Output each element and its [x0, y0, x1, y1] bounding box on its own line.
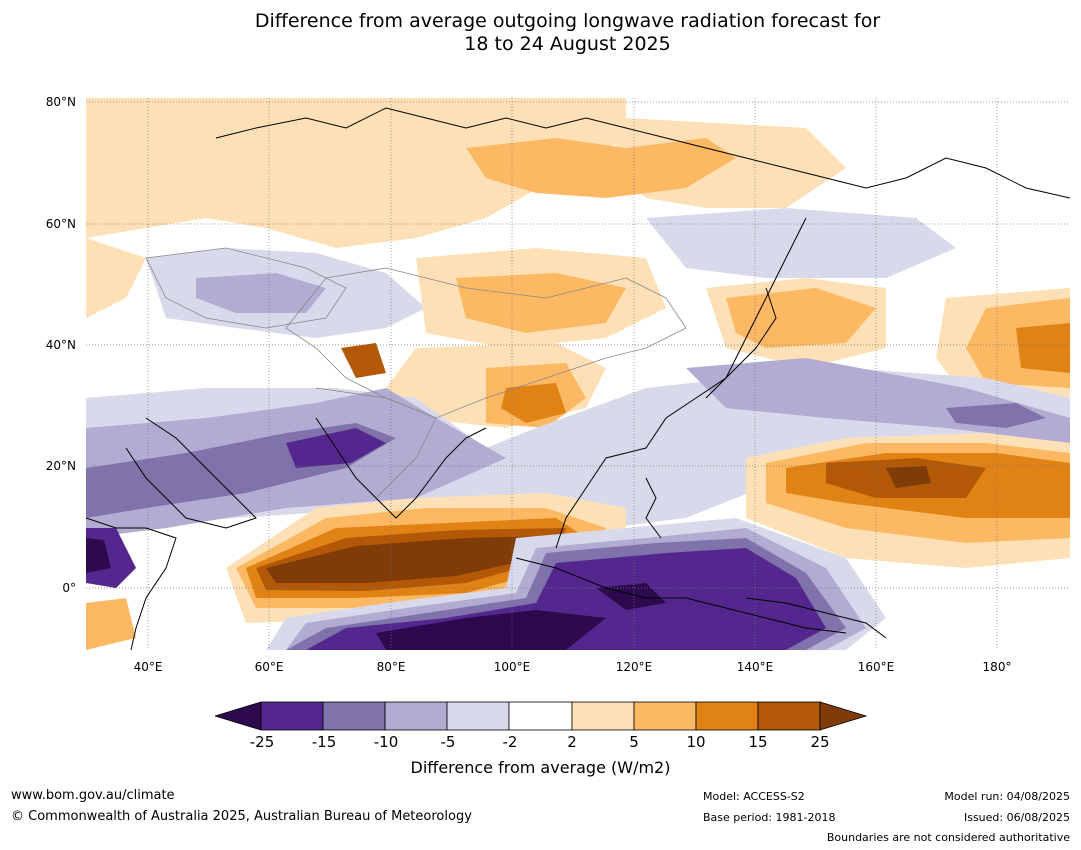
- shading-east-africa-darkest-purple: [86, 538, 111, 573]
- shading-siberia-orange: [466, 138, 736, 198]
- colorbar-segment-6: [571, 701, 635, 731]
- colorbar-tick: 2: [567, 733, 577, 751]
- colorbar-tick: -2: [502, 733, 518, 751]
- colorbar-extend-high: [819, 701, 867, 731]
- footer-disclaimer: Boundaries are not considered authoritat…: [826, 831, 1070, 844]
- border-kazakhstan: [145, 247, 347, 329]
- country-borders: [145, 247, 687, 499]
- shading-tibet-brown: [341, 343, 386, 378]
- lat-label-40n: 40°N: [45, 338, 76, 352]
- colorbar-extend-low: [215, 701, 262, 731]
- title-line-1: Difference from average outgoing longwav…: [254, 10, 881, 32]
- coastline-east-asia: [555, 217, 807, 549]
- lat-label-0: 0°: [62, 581, 76, 595]
- coastline-japan: [705, 287, 777, 399]
- colorbar-segment-3: [384, 701, 448, 731]
- lon-label-180: 180°: [982, 660, 1012, 674]
- footer-model-run: Model run: 04/08/2025: [944, 790, 1070, 803]
- coastlines: [86, 107, 1070, 650]
- footer-website: www.bom.gov.au/climate: [11, 788, 175, 803]
- colorbar-tick: 10: [686, 733, 706, 751]
- colorbar-tick: -10: [373, 733, 399, 751]
- shading-pacific-mid-purple: [946, 403, 1046, 428]
- colorbar-segment-4: [446, 701, 510, 731]
- coastline-africa: [86, 517, 177, 650]
- footer-base-period: Base period: 1981-2018: [703, 811, 836, 824]
- shading-north-light-orange: [86, 98, 626, 248]
- olr-anomaly-map: [86, 98, 1070, 650]
- map-title: Difference from average outgoing longwav…: [0, 10, 1081, 56]
- colorbar-tick: 25: [810, 733, 830, 751]
- shading-indian-ocean-deepest-brown: [266, 536, 556, 583]
- colorbar-tick: -5: [440, 733, 456, 751]
- shading-indonesia-darkest-purple: [376, 610, 606, 650]
- coastline-indonesia: [515, 557, 847, 634]
- graticule: [86, 98, 1070, 650]
- shading-africa-orange: [86, 598, 136, 650]
- shading-china-dark-orange: [501, 383, 566, 423]
- colorbar-segment-2: [322, 701, 386, 731]
- shading-fareast-lavender: [646, 208, 956, 278]
- shading-mongolia-orange: [456, 273, 626, 333]
- lat-label-20n: 20°N: [45, 459, 76, 473]
- coastline-india: [315, 417, 487, 519]
- shading-central-asia-light-purple: [196, 273, 326, 313]
- lat-label-60n: 60°N: [45, 217, 76, 231]
- lat-label-80n: 80°N: [45, 95, 76, 109]
- coastline-arctic: [215, 107, 1070, 199]
- colorbar-segment-8: [695, 701, 759, 731]
- colorbar-tick: -15: [311, 733, 337, 751]
- anomaly-shading: [86, 98, 1070, 650]
- coastline-new-guinea: [745, 597, 887, 639]
- coastline-philippines: [645, 477, 662, 539]
- shading-west-light-orange: [86, 238, 146, 318]
- lon-label-60e: 60°E: [254, 660, 284, 674]
- colorbar-segment-9: [757, 701, 821, 731]
- colorbar-segment-1: [260, 701, 324, 731]
- colorbar-tick: -25: [249, 733, 275, 751]
- shading-pacific-deepest-brown: [886, 466, 931, 488]
- colorbar: [215, 701, 867, 731]
- lon-label-140e: 140°E: [736, 660, 774, 674]
- colorbar-label: Difference from average (W/m2): [410, 758, 671, 777]
- footer-copyright: © Commonwealth of Australia 2025, Austra…: [11, 809, 472, 824]
- border-china: [285, 267, 687, 419]
- title-line-2: 18 to 24 August 2025: [464, 33, 671, 55]
- lon-label-120e: 120°E: [615, 660, 653, 674]
- lon-label-80e: 80°E: [376, 660, 406, 674]
- colorbar-tick: 15: [748, 733, 768, 751]
- shading-east-pacific-dark-orange: [1016, 323, 1070, 373]
- lon-label-160e: 160°E: [857, 660, 895, 674]
- colorbar-segment-7: [633, 701, 697, 731]
- colorbar-tick: 5: [629, 733, 639, 751]
- footer-issued: Issued: 06/08/2025: [963, 811, 1070, 824]
- colorbar-segment-5: [508, 701, 573, 731]
- lon-label-100e: 100°E: [493, 660, 531, 674]
- footer-model: Model: ACCESS-S2: [703, 790, 805, 803]
- border-india: [315, 387, 437, 499]
- coastline-arabia: [125, 417, 257, 529]
- lon-label-40e: 40°E: [133, 660, 163, 674]
